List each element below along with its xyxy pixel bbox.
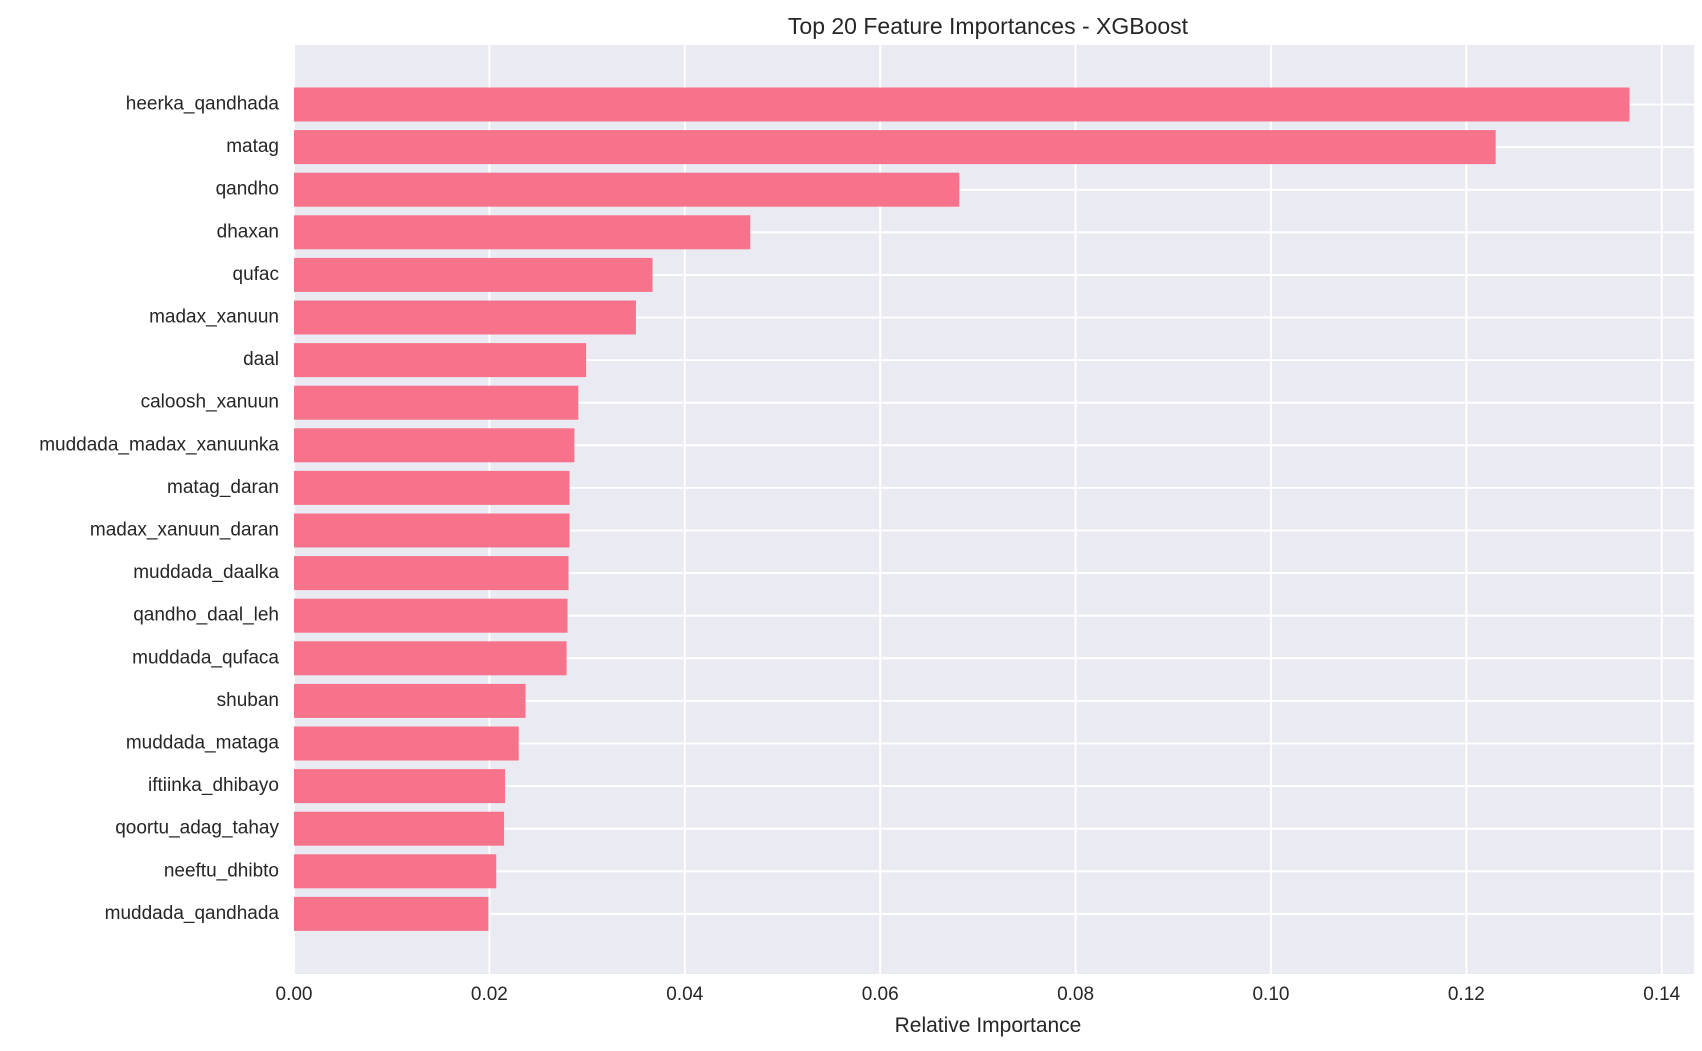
- bar-muddada-mataga: [294, 726, 519, 761]
- bar-matag: [294, 130, 1496, 165]
- y-tick-label: qufac: [233, 264, 279, 285]
- x-axis-label: Relative Importance: [895, 1014, 1082, 1037]
- bar-qandho-daal-leh: [294, 598, 568, 633]
- x-tick-label: 0.14: [1643, 984, 1680, 1005]
- bar-muddada-madax-xanuunka: [294, 428, 575, 463]
- y-tick-label: muddada_qandhada: [105, 903, 280, 924]
- bar-qufac: [294, 257, 653, 292]
- bar-muddada-qufaca: [294, 641, 567, 676]
- bars: [294, 87, 1630, 931]
- bar-daal: [294, 343, 587, 378]
- bar-matag-daran: [294, 470, 570, 505]
- x-tick-label: 0.02: [471, 984, 508, 1005]
- y-tick-label: muddada_qufaca: [132, 647, 279, 668]
- bar-heerka-qandhada: [294, 87, 1630, 122]
- x-tick-label: 0.06: [862, 984, 899, 1005]
- bar-iftiinka-dhibayo: [294, 769, 506, 804]
- y-tick-label: qoortu_adag_tahay: [115, 818, 279, 839]
- chart-title: Top 20 Feature Importances - XGBoost: [788, 13, 1189, 39]
- y-tick-label: muddada_madax_xanuunka: [39, 434, 279, 455]
- bar-caloosh-xanuun: [294, 385, 579, 420]
- x-tick-label: 0.08: [1057, 984, 1094, 1005]
- y-tick-label: matag: [226, 136, 279, 157]
- bar-qoortu-adag-tahay: [294, 811, 505, 846]
- bar-shuban: [294, 683, 526, 718]
- y-tick-label: madax_xanuun_daran: [90, 520, 279, 541]
- x-tick-labels: 0.00 0.02 0.04 0.06 0.08 0.10 0.12 0.14: [276, 984, 1681, 1005]
- bar-neeftu-dhibto: [294, 854, 497, 889]
- y-tick-label: daal: [243, 349, 279, 370]
- bar-dhaxan: [294, 215, 751, 250]
- y-tick-label: qandho: [216, 179, 279, 200]
- y-tick-label: heerka_qandhada: [126, 94, 280, 115]
- bar-qandho: [294, 172, 960, 207]
- y-tick-label: iftiinka_dhibayo: [148, 775, 279, 796]
- y-tick-label: shuban: [217, 690, 279, 711]
- bar-madax-xanuun-daran: [294, 513, 570, 548]
- y-tick-label: matag_daran: [167, 477, 279, 498]
- y-tick-label: muddada_mataga: [126, 733, 280, 754]
- x-tick-label: 0.04: [666, 984, 703, 1005]
- x-tick-label: 0.12: [1448, 984, 1485, 1005]
- y-tick-label: dhaxan: [217, 221, 279, 242]
- y-tick-label: caloosh_xanuun: [141, 392, 279, 413]
- y-tick-label: qandho_daal_leh: [133, 605, 279, 626]
- y-tick-label: madax_xanuun: [149, 307, 279, 328]
- bar-muddada-qandhada: [294, 896, 489, 931]
- y-tick-label: neeftu_dhibto: [164, 860, 279, 881]
- y-tick-label: muddada_daalka: [133, 562, 279, 583]
- bar-muddada-daalka: [294, 556, 569, 591]
- bar-madax-xanuun: [294, 300, 636, 335]
- x-tick-label: 0.00: [276, 984, 313, 1005]
- x-tick-label: 0.10: [1252, 984, 1289, 1005]
